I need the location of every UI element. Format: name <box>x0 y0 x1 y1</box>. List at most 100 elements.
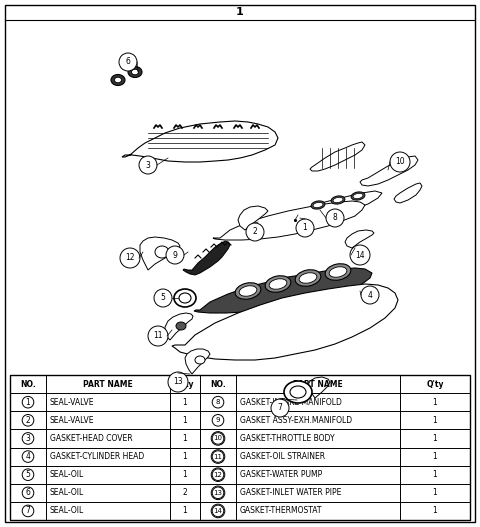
Text: 2: 2 <box>252 228 257 237</box>
Text: 13: 13 <box>173 377 183 386</box>
Text: GASKET-HEAD COVER: GASKET-HEAD COVER <box>50 434 132 443</box>
Polygon shape <box>194 268 372 313</box>
Text: PART NAME: PART NAME <box>293 379 343 388</box>
Ellipse shape <box>155 246 169 258</box>
Ellipse shape <box>295 270 321 286</box>
Text: GASKET-OIL STRAINER: GASKET-OIL STRAINER <box>240 452 325 461</box>
Circle shape <box>22 396 34 408</box>
Circle shape <box>211 486 225 500</box>
Circle shape <box>211 504 225 518</box>
Polygon shape <box>345 230 374 248</box>
Ellipse shape <box>331 196 345 204</box>
Text: 1: 1 <box>302 223 307 232</box>
Text: 6: 6 <box>25 489 30 497</box>
Text: GASKET-WATER PUMP: GASKET-WATER PUMP <box>240 470 322 479</box>
Ellipse shape <box>351 192 365 200</box>
Polygon shape <box>165 313 193 340</box>
Text: 5: 5 <box>25 470 30 479</box>
Text: 1: 1 <box>432 489 437 497</box>
Text: GASKET ASSY-EXH.MANIFOLD: GASKET ASSY-EXH.MANIFOLD <box>240 416 352 425</box>
Ellipse shape <box>269 279 287 289</box>
Circle shape <box>22 433 34 444</box>
Text: 10: 10 <box>214 435 223 442</box>
Ellipse shape <box>239 286 257 296</box>
Text: 4: 4 <box>25 452 30 461</box>
Ellipse shape <box>284 381 312 403</box>
Polygon shape <box>238 206 268 230</box>
Ellipse shape <box>115 77 121 83</box>
Text: GASKET-INLET WATER PIPE: GASKET-INLET WATER PIPE <box>240 489 341 497</box>
Text: 1: 1 <box>432 470 437 479</box>
Text: 4: 4 <box>368 290 372 299</box>
Text: 1: 1 <box>25 398 30 407</box>
Text: SEAL-OIL: SEAL-OIL <box>50 470 84 479</box>
Text: 11: 11 <box>153 331 163 340</box>
Ellipse shape <box>132 69 139 75</box>
Text: Q'ty: Q'ty <box>176 379 194 388</box>
Circle shape <box>211 450 225 463</box>
Circle shape <box>139 156 157 174</box>
Circle shape <box>168 372 188 392</box>
Ellipse shape <box>179 293 191 303</box>
Ellipse shape <box>311 201 325 209</box>
Text: SEAL-VALVE: SEAL-VALVE <box>50 398 95 407</box>
Text: Q'ty: Q'ty <box>426 379 444 388</box>
Text: SEAL-VALVE: SEAL-VALVE <box>50 416 95 425</box>
Text: GASKET-INTAKE MANIFOLD: GASKET-INTAKE MANIFOLD <box>240 398 342 407</box>
Text: 3: 3 <box>145 161 150 170</box>
Text: 9: 9 <box>173 250 178 259</box>
Text: NO.: NO. <box>20 379 36 388</box>
Ellipse shape <box>290 386 306 398</box>
Polygon shape <box>293 191 382 221</box>
Bar <box>10 375 470 520</box>
Text: 6: 6 <box>126 57 131 66</box>
Circle shape <box>22 487 34 499</box>
Circle shape <box>326 209 344 227</box>
Polygon shape <box>310 142 365 171</box>
Text: 2: 2 <box>182 489 187 497</box>
Text: 1: 1 <box>182 452 187 461</box>
Circle shape <box>148 326 168 346</box>
Text: 11: 11 <box>214 454 223 460</box>
Circle shape <box>154 289 172 307</box>
Ellipse shape <box>128 66 142 77</box>
Circle shape <box>246 223 264 241</box>
Text: NO.: NO. <box>210 379 226 388</box>
Text: 12: 12 <box>125 253 135 262</box>
Ellipse shape <box>195 356 205 364</box>
Text: 10: 10 <box>395 158 405 167</box>
Text: 1: 1 <box>432 452 437 461</box>
Polygon shape <box>360 156 418 186</box>
Ellipse shape <box>313 202 323 208</box>
Circle shape <box>212 487 224 499</box>
Circle shape <box>212 396 224 408</box>
Text: 7: 7 <box>277 404 282 413</box>
Polygon shape <box>394 183 422 203</box>
Text: 1: 1 <box>182 470 187 479</box>
Text: 13: 13 <box>214 490 223 496</box>
Text: 1: 1 <box>182 506 187 515</box>
Text: GASKET-CYLINDER HEAD: GASKET-CYLINDER HEAD <box>50 452 144 461</box>
Circle shape <box>22 415 34 426</box>
Circle shape <box>271 399 289 417</box>
Circle shape <box>296 219 314 237</box>
Ellipse shape <box>111 74 125 85</box>
Text: 14: 14 <box>355 250 365 259</box>
Text: 14: 14 <box>214 508 222 514</box>
Polygon shape <box>308 377 330 398</box>
Circle shape <box>212 451 224 462</box>
Ellipse shape <box>265 276 291 292</box>
Ellipse shape <box>333 198 343 202</box>
Text: 12: 12 <box>214 472 222 477</box>
Circle shape <box>119 53 137 71</box>
Circle shape <box>22 505 34 517</box>
Polygon shape <box>172 284 398 360</box>
Text: 7: 7 <box>25 506 30 515</box>
Polygon shape <box>140 237 180 270</box>
Circle shape <box>166 246 184 264</box>
Text: GASKET-THROTTLE BODY: GASKET-THROTTLE BODY <box>240 434 335 443</box>
Text: 1: 1 <box>182 416 187 425</box>
Circle shape <box>212 415 224 426</box>
Ellipse shape <box>299 273 317 283</box>
Text: 3: 3 <box>25 434 30 443</box>
